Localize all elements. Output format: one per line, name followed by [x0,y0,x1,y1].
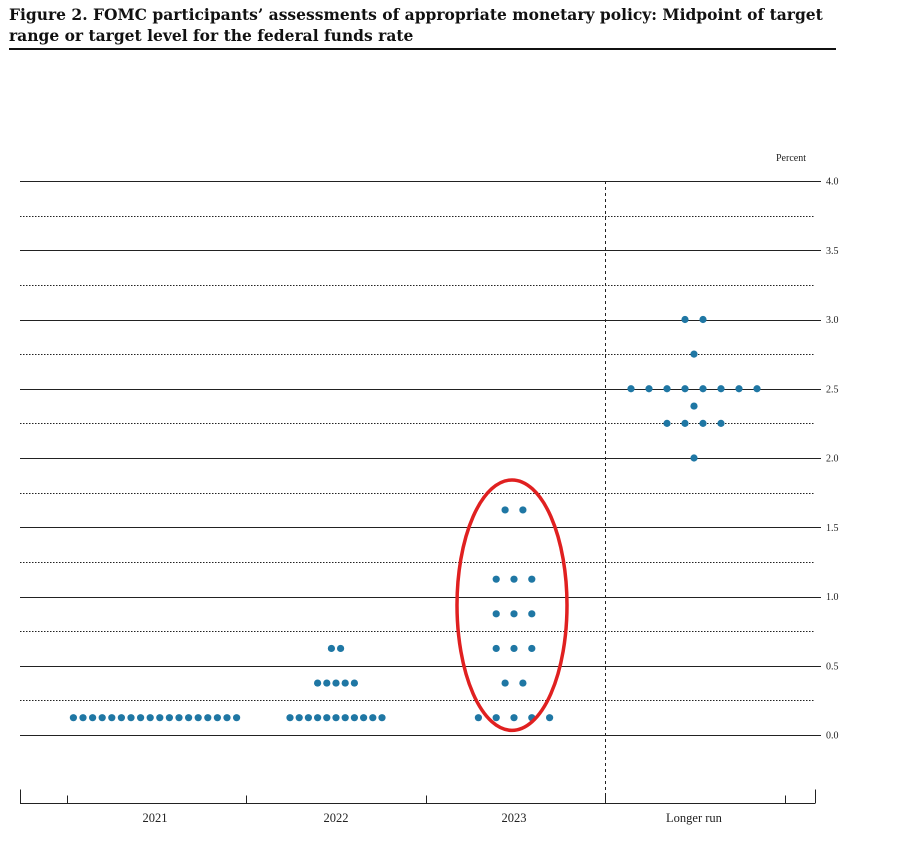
data-dot-2021 [98,714,106,722]
data-dot-2021 [175,714,183,722]
y-tick-label: 3.5 [826,246,839,257]
data-dot-2022 [350,714,358,722]
data-dot-2023 [519,506,527,514]
data-dot-2022 [341,714,349,722]
y-tick-label: 2.0 [826,454,839,465]
figure-title: Figure 2. FOMC participants’ assessments… [9,5,823,45]
x-category-label: 2021 [143,811,168,825]
x-category-label: 2023 [502,811,527,825]
data-dot-2022 [295,714,303,722]
y-tick-label: 0.0 [826,731,839,742]
data-dot-2021 [185,714,193,722]
data-dot-2021 [117,714,125,722]
data-dot-2022 [323,714,331,722]
data-dot-2022 [327,644,335,653]
data-dot-2021 [137,714,145,722]
data-dot-2023 [474,714,482,722]
data-dot-2022 [286,714,294,722]
data-dot-longer-run [690,402,698,410]
data-dot-2021 [69,714,77,722]
data-dot-2023 [546,714,554,722]
data-dot-2023 [510,714,518,722]
data-dot-2022 [323,679,331,687]
data-dot-2021 [146,714,154,722]
data-dot-2022 [332,714,340,722]
data-dot-2023 [510,644,518,653]
y-tick-label: 0.5 [826,661,839,672]
data-dot-2022 [332,679,340,687]
data-dot-longer-run [735,385,743,393]
data-dot-longer-run [663,385,671,393]
data-dot-2021 [204,714,212,722]
y-tick-label: 1.5 [826,523,839,534]
title-rule [9,48,836,50]
data-dot-2022 [314,679,322,687]
data-dot-2022 [314,714,322,722]
data-dot-longer-run [681,385,689,393]
data-dot-longer-run [690,350,698,358]
data-dot-2022 [337,644,345,653]
data-dot-longer-run [645,385,653,393]
data-dot-2023 [501,506,509,514]
x-category-label: 2022 [324,811,349,825]
data-dot-2021 [108,714,116,722]
data-dot-longer-run [717,419,725,427]
y-axis-label: Percent [776,153,806,164]
data-dot-2021 [127,714,135,722]
data-dot-longer-run [627,385,635,393]
data-dot-2021 [165,714,173,722]
data-dot-2022 [350,679,358,687]
y-tick-label: 1.0 [826,592,839,603]
data-dot-longer-run [699,419,707,427]
y-tick-label: 3.0 [826,315,839,326]
y-tick-label: 2.5 [826,384,839,395]
data-dot-2022 [360,714,368,722]
data-dot-2022 [341,679,349,687]
data-dot-2023 [528,575,536,583]
data-dot-longer-run [681,419,689,427]
highlight-ellipse [455,478,569,733]
data-dot-2021 [233,714,241,722]
data-dot-2023 [492,610,500,618]
y-tick-label: 4.0 [826,177,839,188]
data-dot-longer-run [690,454,698,462]
data-dot-2023 [492,714,500,722]
x-category-label: Longer run [666,811,723,825]
data-dot-2023 [519,679,527,687]
data-dot-2021 [156,714,164,722]
data-dot-longer-run [699,315,707,324]
data-dot-2022 [304,714,312,722]
data-dot-longer-run [663,419,671,427]
data-dot-longer-run [753,385,761,393]
data-dot-2021 [89,714,97,722]
data-dot-2023 [510,610,518,618]
data-dot-longer-run [681,315,689,324]
data-dot-2023 [528,610,536,618]
data-dot-longer-run [699,385,707,393]
data-dot-2023 [492,575,500,583]
data-dot-2021 [194,714,202,722]
data-dot-2023 [510,575,518,583]
data-dot-2023 [501,679,509,687]
data-dot-2021 [213,714,221,722]
data-dot-2022 [369,714,377,722]
data-dot-2023 [492,644,500,653]
data-dot-2021 [79,714,87,722]
data-dot-2022 [378,714,386,722]
data-dot-2021 [223,714,231,722]
data-dot-longer-run [717,385,725,393]
data-dot-2023 [528,644,536,653]
